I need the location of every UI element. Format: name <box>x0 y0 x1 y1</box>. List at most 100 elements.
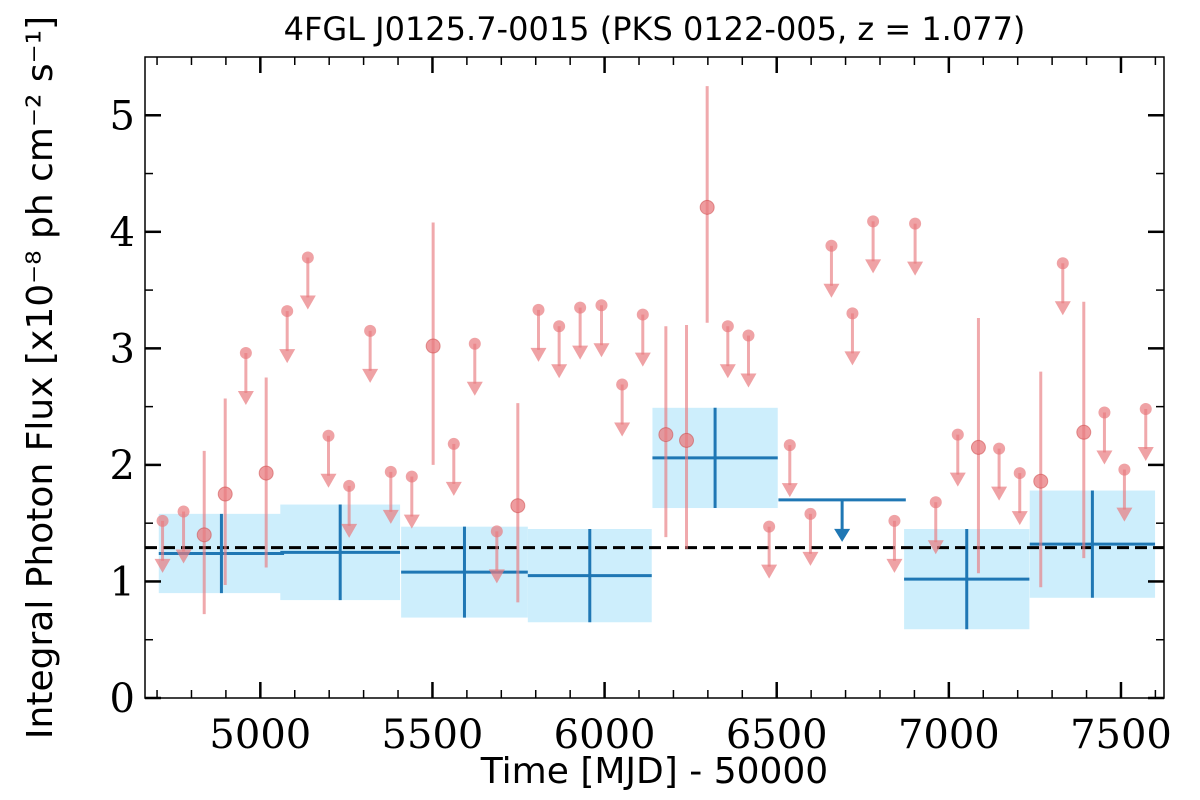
short-bin-upper-limit-arrow <box>593 343 610 358</box>
short-bin-point <box>217 486 233 502</box>
short-bin-upper-limit-point <box>1098 406 1111 419</box>
short-bin-upper-limit-point <box>951 428 964 441</box>
short-bin-upper-limit-point <box>405 470 418 483</box>
short-bin-upper-limit-arrow <box>551 364 568 379</box>
short-bin-upper-limit-point <box>742 329 755 342</box>
short-bin-upper-limit-point <box>156 514 169 527</box>
short-bin-point <box>258 465 274 481</box>
short-bin-upper-limit-point <box>595 299 608 312</box>
short-bin-upper-limit-point <box>364 324 377 337</box>
plot-frame <box>144 56 1165 699</box>
y-tick-label: 5 <box>110 93 135 139</box>
short-bin-upper-limit-point <box>846 307 859 320</box>
short-bin-upper-limit-arrow <box>1116 507 1133 522</box>
short-bin-upper-limit-arrow <box>320 473 337 488</box>
short-bin-upper-limit-point <box>804 507 817 520</box>
short-bin-upper-limit-arrow <box>949 472 966 487</box>
short-bin-upper-limit-arrow <box>299 295 316 310</box>
short-bin-point <box>699 199 715 215</box>
short-bin-point <box>1076 424 1092 440</box>
short-bin-point <box>679 432 695 448</box>
short-bin-upper-limit-arrow <box>844 351 861 366</box>
short-bin-upper-limit-arrow <box>1011 511 1028 526</box>
plot-area: 5000 5500 6000 6500 7000 7500 0 1 2 3 4 5 <box>110 56 1172 758</box>
short-bin-point <box>196 527 212 543</box>
short-bin-upper-limit-point <box>825 239 838 252</box>
short-bin-upper-limit-point <box>1118 463 1131 476</box>
y-tick-label: 4 <box>110 210 135 256</box>
short-bin-point <box>510 498 526 514</box>
y-tick-label: 0 <box>110 676 135 722</box>
x-tick-label: 7000 <box>898 712 1000 758</box>
short-bin-upper-limit-arrow <box>927 540 944 555</box>
short-bin-upper-limit-arrow <box>403 514 420 529</box>
y-tick-label: 1 <box>110 559 135 605</box>
x-tick-label: 6000 <box>554 712 656 758</box>
x-tick-label: 6500 <box>726 712 828 758</box>
short-bin-upper-limit-arrow <box>1054 301 1071 316</box>
short-bin-upper-limit-point <box>1139 402 1152 415</box>
y-tick-label: 2 <box>110 443 135 489</box>
short-bin-upper-limit-arrow <box>1096 450 1113 465</box>
short-bin-upper-limit-point <box>239 347 252 360</box>
short-bin-upper-limit-arrow <box>634 352 651 367</box>
short-bin-upper-limit-point <box>490 525 503 538</box>
short-bin-upper-limit-arrow <box>445 481 462 496</box>
short-bin-point <box>425 338 441 354</box>
short-bin-upper-limit-point <box>783 439 796 452</box>
short-bin-point <box>1033 473 1049 489</box>
short-bin-upper-limit-point <box>909 217 922 230</box>
short-bin-upper-limit-point <box>616 378 629 391</box>
short-bin-upper-limit-point <box>636 308 649 321</box>
short-bin-upper-limit-point <box>281 305 294 318</box>
short-bin-upper-limit-arrow <box>154 558 171 573</box>
short-bin-upper-limit-point <box>532 303 545 316</box>
short-bin-point <box>658 427 674 443</box>
short-bin-upper-limit-arrow <box>740 373 757 388</box>
y-axis-title: Integral Photon Flux [x10⁻⁸ ph cm⁻² s⁻¹] <box>20 16 61 739</box>
short-bin-upper-limit-point <box>301 251 314 264</box>
short-bin-upper-limit-arrow <box>466 381 483 396</box>
short-bin-upper-limit-arrow <box>1137 446 1154 461</box>
short-bin-upper-limit-arrow <box>991 486 1008 501</box>
short-bin-upper-limit-point <box>574 301 587 314</box>
short-bin-upper-limit-point <box>721 320 734 333</box>
short-bin-upper-limit-point <box>553 320 566 333</box>
short-bin-upper-limit-point <box>888 514 901 527</box>
short-bin-upper-limit-arrow <box>382 509 399 524</box>
short-bin-upper-limit-point <box>1013 467 1026 480</box>
short-bin-upper-limit-point <box>447 437 460 450</box>
short-bin-upper-limit-arrow <box>175 549 192 564</box>
short-bin-upper-limit-point <box>468 337 481 350</box>
short-bin-upper-limit-arrow <box>823 283 840 298</box>
short-bin-upper-limit-arrow <box>907 261 924 276</box>
short-bin-upper-limit-point <box>867 215 880 228</box>
short-bin-upper-limit-arrow <box>572 345 589 360</box>
short-bin-upper-limit-arrow <box>719 364 736 379</box>
x-tick-label: 5500 <box>382 712 484 758</box>
short-bin-upper-limit-point <box>384 465 397 478</box>
short-bin-upper-limit-arrow <box>279 349 296 364</box>
short-bin-upper-limit-point <box>343 479 356 492</box>
short-bin-upper-limit-arrow <box>488 569 505 584</box>
short-bin-upper-limit-arrow <box>802 551 819 566</box>
short-bin-upper-limit-point <box>1056 257 1069 270</box>
short-bin-point <box>970 439 986 455</box>
short-bin-upper-limit-arrow <box>362 368 379 383</box>
x-tick-label: 5000 <box>209 712 311 758</box>
short-bin-upper-limit-arrow <box>341 523 358 538</box>
short-bin-upper-limit-arrow <box>530 347 547 362</box>
short-bin-upper-limit-point <box>177 505 190 518</box>
short-bin-upper-limit-arrow <box>761 564 778 579</box>
short-bin-upper-limit-point <box>322 429 335 442</box>
chart-title: 4FGL J0125.7-0015 (PKS 0122-005, z = 1.0… <box>284 10 1026 48</box>
x-axis-title: Time [MJD] - 50000 <box>480 751 828 792</box>
short-bin-upper-limit-point <box>993 442 1006 455</box>
short-bin-upper-limit-arrow <box>614 422 631 437</box>
long-bin-upper-limit-arrow <box>834 528 851 542</box>
short-bin-upper-limit-arrow <box>865 259 882 274</box>
x-tick-label: 7500 <box>1070 712 1172 758</box>
y-tick-label: 3 <box>110 326 135 372</box>
